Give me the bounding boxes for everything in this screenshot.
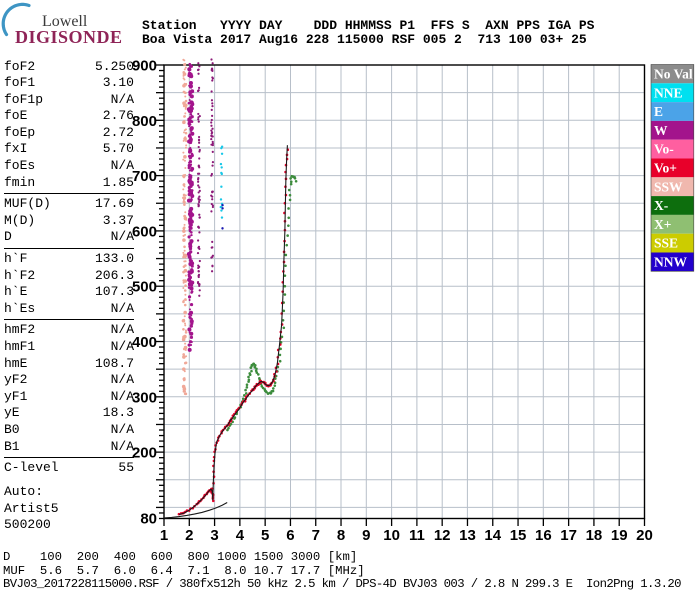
svg-text:18: 18 xyxy=(586,527,603,544)
svg-text:12: 12 xyxy=(434,527,451,544)
svg-text:2: 2 xyxy=(185,527,193,544)
svg-text:9: 9 xyxy=(362,527,370,544)
svg-text:No Val: No Val xyxy=(654,67,693,82)
svg-text:NNW: NNW xyxy=(654,255,687,270)
svg-text:700: 700 xyxy=(132,168,157,185)
svg-text:7: 7 xyxy=(312,527,320,544)
svg-text:13: 13 xyxy=(459,527,476,544)
svg-text:3: 3 xyxy=(210,527,218,544)
svg-text:800: 800 xyxy=(132,113,157,130)
svg-text:17: 17 xyxy=(560,527,577,544)
svg-text:X-: X- xyxy=(654,198,668,213)
svg-text:20: 20 xyxy=(636,527,653,544)
svg-text:600: 600 xyxy=(132,223,157,240)
svg-text:14: 14 xyxy=(484,527,501,544)
svg-text:Vo+: Vo+ xyxy=(654,161,677,176)
svg-text:1: 1 xyxy=(160,527,168,544)
svg-text:X+: X+ xyxy=(654,217,671,232)
svg-text:11: 11 xyxy=(409,527,425,544)
svg-text:200: 200 xyxy=(132,445,157,462)
svg-text:5: 5 xyxy=(261,527,269,544)
svg-text:300: 300 xyxy=(132,389,157,406)
svg-text:6: 6 xyxy=(286,527,294,544)
svg-text:900: 900 xyxy=(132,58,157,75)
svg-text:Vo-: Vo- xyxy=(654,142,674,157)
svg-text:E: E xyxy=(654,104,663,119)
svg-text:80: 80 xyxy=(140,511,157,528)
svg-text:SSW: SSW xyxy=(654,179,683,194)
svg-text:W: W xyxy=(654,123,668,138)
svg-text:10: 10 xyxy=(383,527,400,544)
svg-text:16: 16 xyxy=(535,527,552,544)
svg-text:NNE: NNE xyxy=(654,85,683,100)
svg-text:19: 19 xyxy=(611,527,628,544)
svg-text:SSE: SSE xyxy=(654,236,678,251)
svg-text:15: 15 xyxy=(510,527,527,544)
svg-text:500: 500 xyxy=(132,279,157,296)
svg-text:8: 8 xyxy=(337,527,345,544)
svg-text:400: 400 xyxy=(132,334,157,351)
svg-text:4: 4 xyxy=(236,527,245,544)
